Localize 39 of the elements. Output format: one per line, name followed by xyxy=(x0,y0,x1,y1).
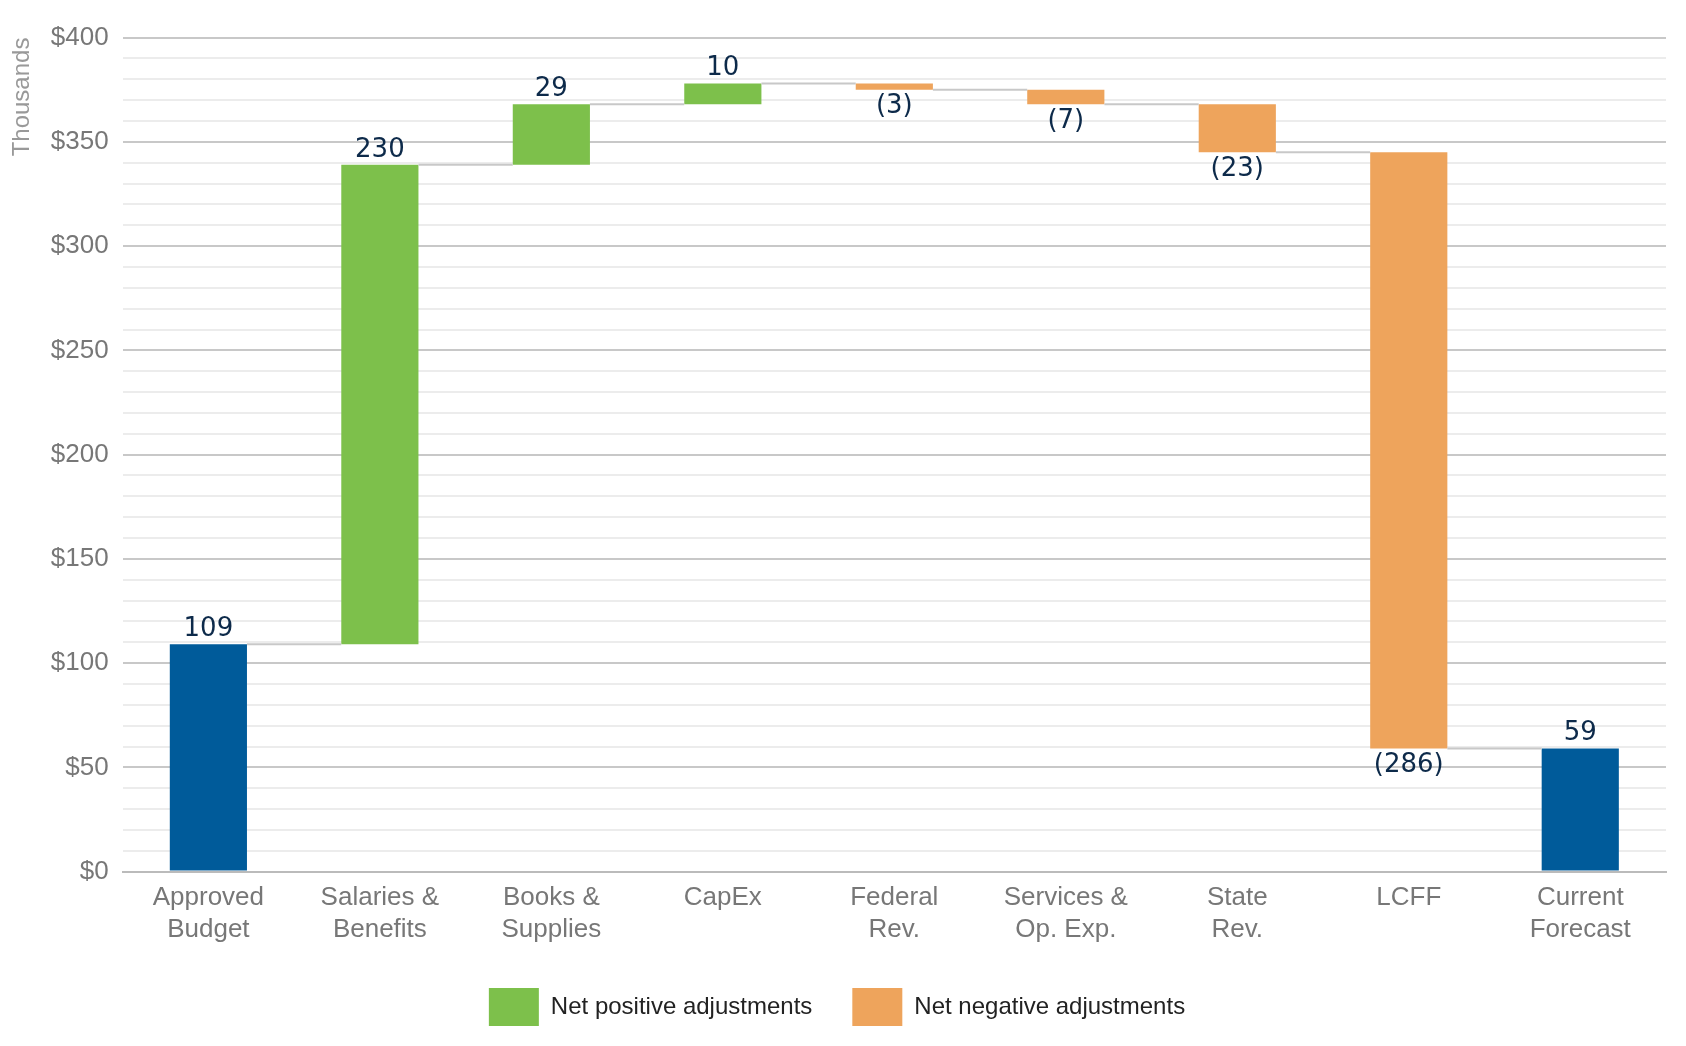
bar xyxy=(512,104,590,165)
x-tick-label: Federal Rev. xyxy=(850,881,939,943)
legend-label: Net negative adjustments xyxy=(914,991,1186,1019)
data-label: (286) xyxy=(1373,748,1444,779)
y-tick-label: $350 xyxy=(50,125,109,156)
data-label: (7) xyxy=(1047,104,1085,135)
bar xyxy=(1198,104,1276,153)
data-label: (3) xyxy=(875,89,913,120)
x-tick-label: State Rev. xyxy=(1206,881,1268,943)
data-label: 10 xyxy=(706,51,740,82)
x-tick-label: Salaries & Benefits xyxy=(320,881,440,943)
y-tick-label: $200 xyxy=(50,437,109,468)
bar xyxy=(341,164,419,645)
bar xyxy=(855,83,933,90)
data-label: (23) xyxy=(1210,152,1264,183)
y-tick-label: $50 xyxy=(65,750,109,781)
y-tick-label: $400 xyxy=(50,20,109,51)
x-tick-label: Books & Supplies xyxy=(501,881,602,943)
y-tick-label: $150 xyxy=(50,542,109,573)
x-tick-label: Services & Op. Exp. xyxy=(1003,881,1128,943)
x-tick-label: Approved Budget xyxy=(152,881,265,943)
bar xyxy=(1027,89,1105,105)
y-tick-label: $250 xyxy=(50,333,109,364)
data-label: 29 xyxy=(534,72,568,103)
data-label: 109 xyxy=(183,612,234,643)
x-tick-label: Current Forecast xyxy=(1529,881,1632,943)
bar xyxy=(1541,748,1619,871)
y-tick-label: $100 xyxy=(50,646,109,677)
x-tick-label: CapEx xyxy=(683,881,762,912)
legend-label: Net positive adjustments xyxy=(550,991,813,1019)
bar xyxy=(169,644,247,871)
y-tick-label: $0 xyxy=(79,854,109,885)
bar xyxy=(1370,152,1448,749)
bar xyxy=(684,83,762,105)
data-label: 59 xyxy=(1563,716,1597,747)
x-tick-label: LCFF xyxy=(1376,881,1442,912)
y-axis-title: Thousands xyxy=(7,37,35,157)
data-label: 230 xyxy=(355,132,405,163)
y-tick-label: $300 xyxy=(50,229,109,260)
